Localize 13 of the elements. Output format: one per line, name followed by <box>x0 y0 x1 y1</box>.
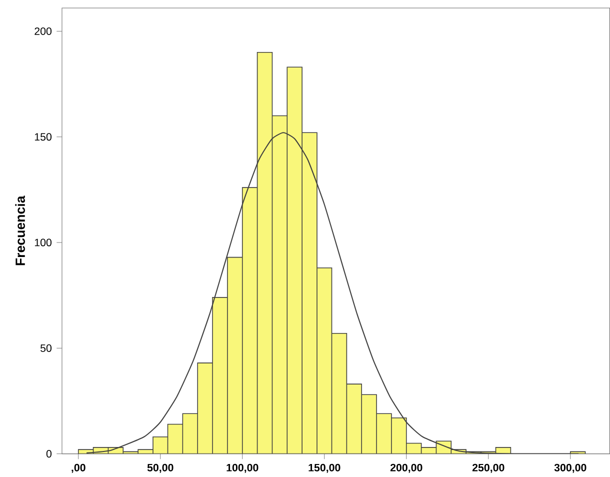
x-tick-label: 250,00 <box>472 464 504 473</box>
x-tick-label: ,00 <box>72 464 86 473</box>
y-tick-label: 0 <box>46 450 52 458</box>
y-tick-label: 50 <box>40 344 52 352</box>
y-tick-label: 150 <box>34 132 52 140</box>
x-tick-label: 300,00 <box>554 464 586 473</box>
x-tick-label: 50,00 <box>147 464 174 473</box>
y-axis-title: Frecuencia <box>15 195 25 265</box>
x-tick-label: 100,00 <box>226 464 258 473</box>
y-tick-label: 100 <box>34 238 52 246</box>
y-tick-label: 200 <box>34 27 52 35</box>
x-tick-label: 200,00 <box>390 464 422 473</box>
x-tick-label: 150,00 <box>308 464 340 473</box>
